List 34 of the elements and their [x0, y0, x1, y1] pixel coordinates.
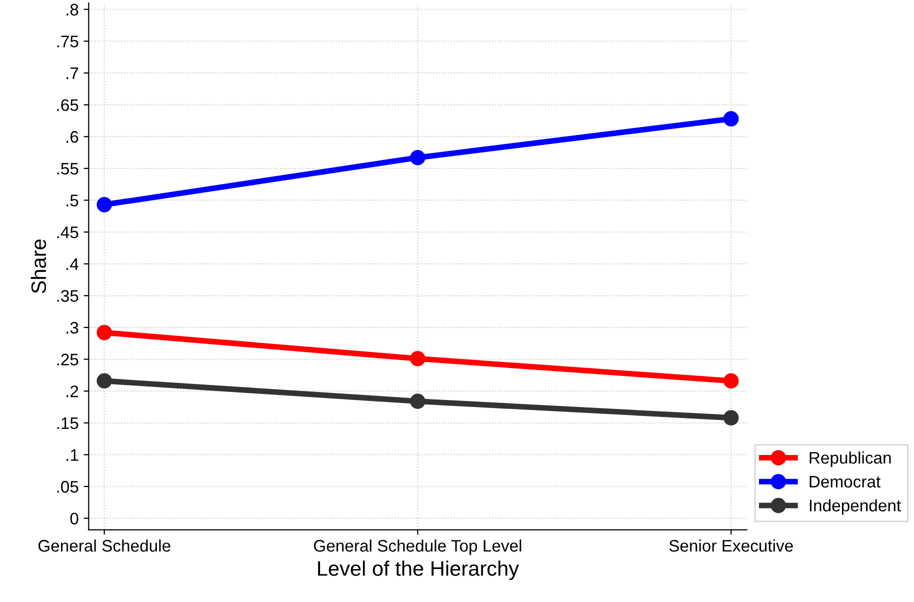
point: [723, 410, 739, 426]
point: [96, 373, 112, 389]
y-axis-title: Share: [30, 240, 46, 294]
legend-label: Republican: [810, 451, 891, 468]
y-tick-label: .3: [66, 322, 78, 334]
y-tick-label: .6: [66, 131, 78, 143]
point: [410, 394, 426, 409]
y-tick-label: .5: [66, 194, 78, 206]
y-tick-label: .35: [57, 290, 78, 302]
x-tick-label: Senior Executive: [669, 539, 793, 552]
y-tick-label: .65: [57, 99, 78, 111]
y-tick-label: 0: [70, 512, 78, 525]
point: [723, 373, 739, 389]
y-tick-label: .05: [57, 480, 78, 493]
y-tick-label: .25: [57, 354, 78, 366]
x-tick-label: General Schedule: [38, 539, 170, 552]
y-tick-label: .75: [57, 36, 78, 48]
y-tick-label: .15: [57, 417, 78, 430]
y-tick-label: .55: [57, 162, 78, 175]
legend-label: Independent: [810, 499, 901, 515]
point: [723, 111, 739, 126]
y-tick-label: .4: [66, 258, 78, 270]
x-axis-title: Level of the Hierarchy: [318, 560, 519, 580]
x-tick-label: General Schedule Top Level: [314, 539, 522, 556]
y-tick-label: .7: [66, 68, 78, 80]
y-tick-label: .2: [66, 385, 78, 398]
point: [410, 350, 426, 366]
legend-label: Democrat: [810, 476, 881, 488]
y-tick-label: .8: [66, 4, 78, 16]
point: [410, 150, 426, 166]
y-tick-label: .45: [57, 226, 78, 238]
point: [96, 324, 112, 340]
point: [96, 197, 112, 212]
y-tick-label: .1: [66, 449, 78, 461]
